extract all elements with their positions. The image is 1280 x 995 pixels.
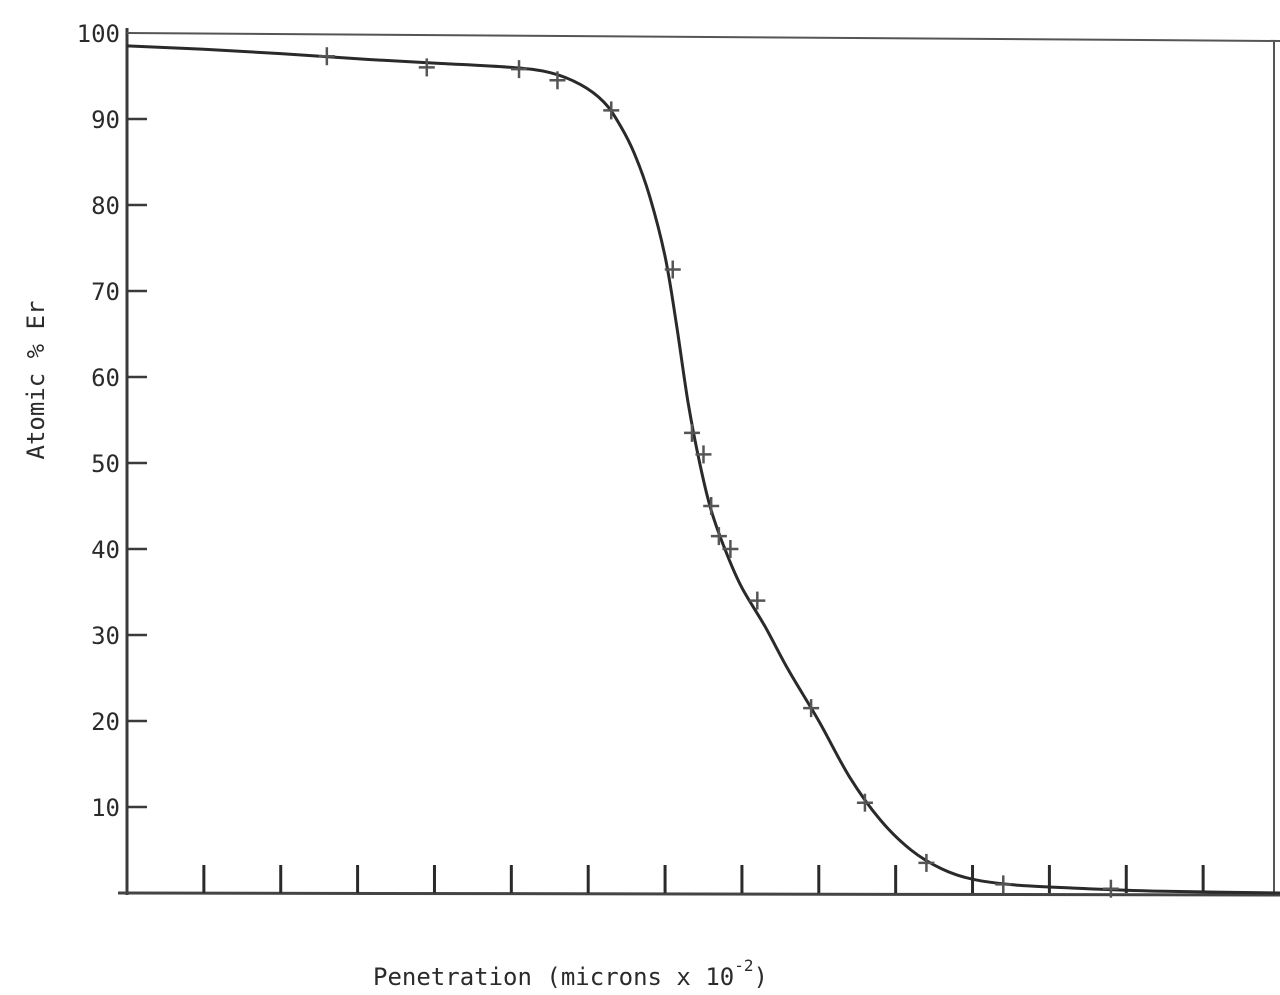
data-point [703,497,720,515]
y-tick-label: 40 [91,536,120,564]
x-axis-line [117,891,1280,897]
data-point [1102,879,1119,898]
data-point [683,423,700,442]
data-point [418,58,435,77]
data-point [318,47,335,66]
plot-frame [117,28,1280,897]
y-tick-label: 50 [91,450,120,478]
data-point [995,875,1012,894]
data-point [856,793,873,812]
data-point [722,540,739,558]
data-point [710,527,727,546]
x-axis-ticks [202,865,1205,893]
y-tick-label: 60 [91,364,120,392]
y-axis-title: Atomic % Er [22,301,50,460]
data-point [664,260,681,279]
top-border-line [126,32,1280,42]
data-point [803,699,820,718]
y-axis-ticks: 10 20 30 40 50 60 70 80 90 100 [77,20,147,822]
data-points [318,47,1119,898]
data-point [549,71,566,90]
data-point [918,853,935,872]
data-point [603,101,620,120]
data-point [511,60,528,79]
data-point [749,591,766,610]
y-tick-label: 80 [91,192,120,220]
y-tick-label: 100 [77,20,120,48]
y-tick-label: 20 [91,708,120,736]
x-axis-title-exponent: -2 [734,956,753,975]
y-tick-label: 10 [91,794,120,822]
x-axis-title-main: Penetration (microns x 10 [373,963,734,991]
data-point [695,445,712,464]
y-tick-label: 30 [91,622,120,650]
x-axis-title-close: ) [754,963,768,991]
x-axis-title: Penetration (microns x 10-2) [373,956,768,991]
y-tick-label: 90 [91,106,120,134]
fit-curve [126,44,1280,895]
y-tick-label: 70 [91,278,120,306]
